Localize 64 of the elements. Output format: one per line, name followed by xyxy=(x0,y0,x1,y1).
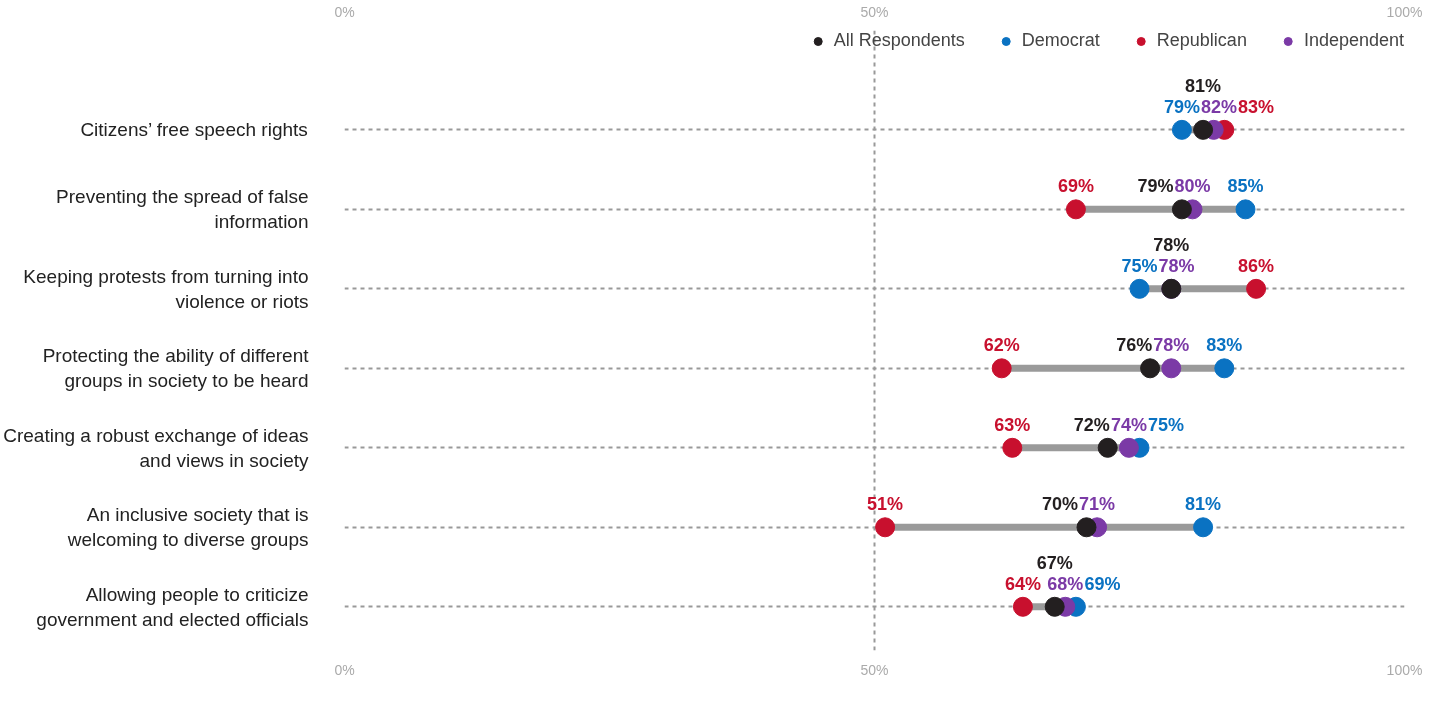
data-label: 85% xyxy=(1227,176,1264,197)
data-label: 70% xyxy=(1041,494,1079,515)
data-label: 68% xyxy=(1047,573,1084,594)
legend-label: Democrat xyxy=(1021,30,1100,51)
data-label: 69% xyxy=(1084,573,1121,594)
data-label: 75% xyxy=(1147,414,1185,435)
legend-label: Independent xyxy=(1303,30,1404,51)
point xyxy=(1012,596,1033,617)
y-tick-label: Keeping protests from turning into violence or riots xyxy=(23,265,309,312)
y-tick-label: Citizens’ free speech rights xyxy=(80,119,308,141)
data-label: 51% xyxy=(867,494,904,515)
data-label: 78% xyxy=(1153,234,1190,255)
data-label: 78% xyxy=(1158,255,1195,276)
x2-tick-label: 0% xyxy=(334,3,355,20)
x2-tick-label: 50% xyxy=(860,3,889,20)
point xyxy=(1097,437,1118,458)
data-label: 63% xyxy=(994,414,1031,435)
data-label: 69% xyxy=(1057,176,1094,197)
data-label: 81% xyxy=(1185,494,1222,515)
point xyxy=(1140,358,1161,379)
data-label: 78% xyxy=(1153,335,1190,356)
data-label: 72% xyxy=(1073,414,1110,435)
legend-label: Republican xyxy=(1156,30,1247,51)
data-label: 81% xyxy=(1185,75,1222,96)
data-label: 82% xyxy=(1200,96,1238,117)
point xyxy=(1065,199,1086,220)
data-label: 64% xyxy=(1004,573,1041,594)
point xyxy=(1002,437,1023,458)
point xyxy=(875,517,896,538)
data-label: 83% xyxy=(1206,335,1243,356)
point xyxy=(991,358,1012,379)
y-tick-label: Creating a robust exchange of ideas and views in society xyxy=(3,424,309,471)
y-tick-label: Allowing people to criticize government and elected officials xyxy=(36,583,309,630)
point xyxy=(1214,358,1235,379)
data-label: 71% xyxy=(1079,494,1116,515)
data-label: 74% xyxy=(1110,414,1147,435)
point xyxy=(1171,199,1192,220)
point xyxy=(1171,119,1192,140)
y-tick-label: An inclusive society that is welcoming to diverse groups xyxy=(66,504,309,551)
point xyxy=(1161,358,1182,379)
point xyxy=(1118,437,1139,458)
data-label: 75% xyxy=(1121,255,1158,276)
x-tick-label: 100% xyxy=(1386,661,1423,678)
x-tick-label: 0% xyxy=(334,661,355,678)
data-label: 83% xyxy=(1238,96,1275,117)
legend-label: All Respondents xyxy=(833,30,965,51)
point xyxy=(1129,278,1150,299)
point xyxy=(1193,517,1214,538)
data-label: 76% xyxy=(1116,335,1153,356)
data-label: 79% xyxy=(1163,96,1200,117)
data-label: 79% xyxy=(1137,176,1174,197)
x2-tick-label: 100% xyxy=(1386,3,1423,20)
data-label: 62% xyxy=(983,335,1020,356)
point xyxy=(1246,278,1267,299)
data-label: 67% xyxy=(1036,552,1073,573)
x-tick-label: 50% xyxy=(860,661,889,678)
point xyxy=(1193,119,1214,140)
point xyxy=(1076,517,1097,538)
point xyxy=(1044,596,1065,617)
data-label: 86% xyxy=(1238,255,1275,276)
y-tick-label: Preventing the spread of false information xyxy=(56,186,309,233)
point xyxy=(1235,199,1256,220)
data-label: 80% xyxy=(1174,176,1211,197)
y-tick-label: Protecting the ability of different groups in society to be heard xyxy=(42,345,310,392)
